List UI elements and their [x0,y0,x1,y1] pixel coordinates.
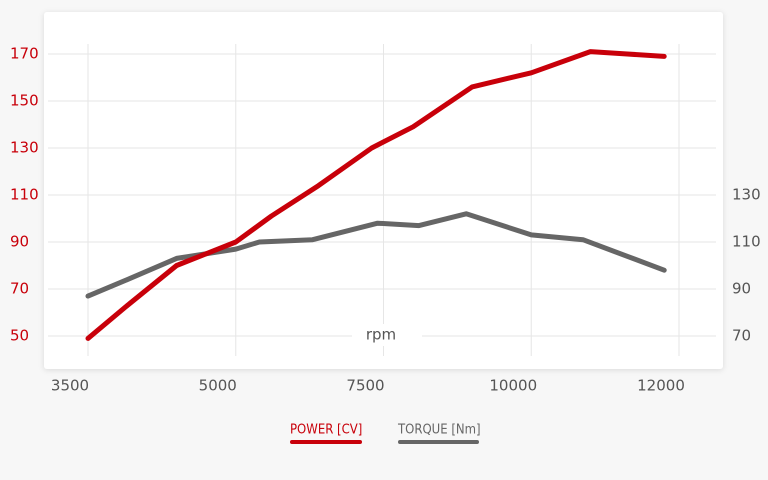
series-line [85,49,667,341]
legend-label[interactable]: POWER [CV] [290,423,362,438]
x-label-bg [352,324,422,346]
legend-label[interactable]: TORQUE [Nm] [397,423,481,438]
x-tick-label: 12000 [637,377,685,395]
x-tick-label: 10000 [489,377,537,395]
y-tick-label: 170 [10,45,39,63]
y-tick-label: 50 [10,327,29,345]
y-tick-label: 90 [10,233,29,251]
y2-tick-label: 90 [732,280,751,298]
y-tick-label: 110 [10,186,39,204]
x-axis-label: rpm [366,326,396,344]
labels: 50 70 90 110 130 150 170 70 90 110 130 3500 5000 7500… [10,45,761,395]
y2-tick-label: 130 [732,186,761,204]
y2-tick-label: 70 [732,327,751,345]
x-tick-label: 5000 [199,377,237,395]
legend: POWER [CV] TORQUE [Nm] [290,423,481,444]
y-tick-label: 70 [10,280,29,298]
series-line [85,211,667,299]
lines [85,49,667,341]
x-tick-label: 7500 [346,377,384,395]
y-tick-label: 130 [10,139,39,157]
y2-tick-label: 110 [732,233,761,251]
y-tick-label: 150 [10,92,39,110]
x-tick-label: 3500 [51,377,89,395]
